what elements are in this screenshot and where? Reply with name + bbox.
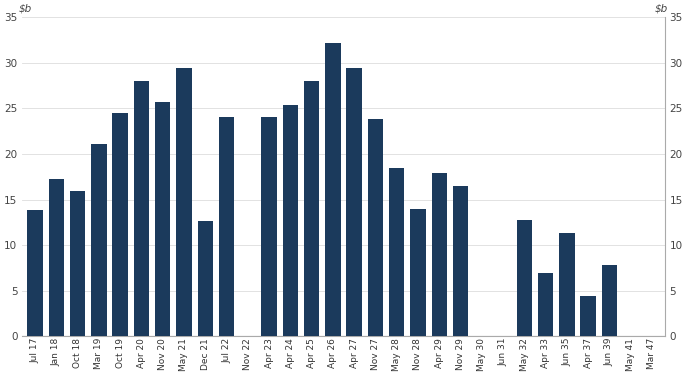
Bar (261, 117, 277, 336)
Bar (70, 191, 85, 336)
Bar (91, 144, 106, 336)
Bar (581, 296, 596, 336)
Text: $b: $b (655, 4, 668, 14)
Bar (453, 186, 468, 336)
Bar (602, 265, 617, 336)
Bar (559, 233, 574, 336)
Bar (368, 119, 383, 336)
Bar (389, 168, 405, 336)
Bar (325, 43, 341, 336)
Bar (27, 210, 43, 336)
Bar (177, 68, 192, 336)
Bar (219, 117, 234, 336)
Bar (538, 273, 553, 336)
Bar (113, 113, 128, 336)
Bar (304, 81, 319, 336)
Bar (431, 173, 447, 336)
Bar (282, 105, 298, 336)
Bar (198, 220, 213, 336)
Bar (517, 220, 532, 336)
Bar (410, 209, 426, 336)
Bar (49, 178, 64, 336)
Bar (346, 68, 362, 336)
Text: $b: $b (19, 4, 32, 14)
Bar (155, 102, 170, 336)
Bar (134, 81, 149, 336)
